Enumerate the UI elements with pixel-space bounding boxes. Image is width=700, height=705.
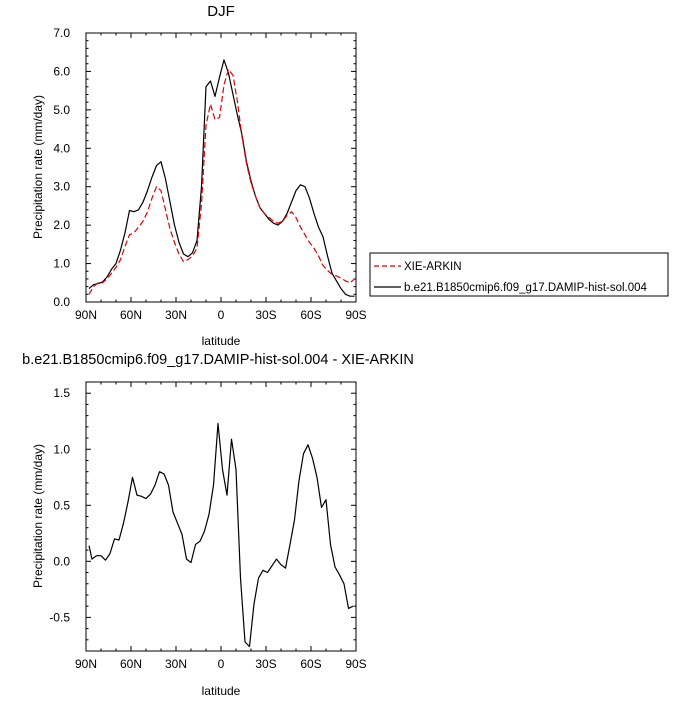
x-tick-label: 30S xyxy=(255,657,276,671)
x-tick-label: 0 xyxy=(218,657,225,671)
x-tick-label: 90S xyxy=(345,657,366,671)
x-tick-label: 0 xyxy=(218,308,225,322)
y-tick-label: 1.0 xyxy=(53,442,70,456)
legend: XIE-ARKIN b.e21.B1850cmip6.f09_g17.DAMIP… xyxy=(369,252,669,297)
y-tick-label: 5.0 xyxy=(53,103,70,117)
y-tick-label: 3.0 xyxy=(53,180,70,194)
y-tick-label: 0.5 xyxy=(53,498,70,512)
chart-title-bottom: b.e21.B1850cmip6.f09_g17.DAMIP-hist-sol.… xyxy=(22,352,414,368)
x-tick-label: 60S xyxy=(300,308,321,322)
x-tick-label: 90S xyxy=(345,308,366,322)
y-tick-label: 1.5 xyxy=(53,386,70,400)
panel-top: DJF 90N 60N 30N 0 30S 60S 90S 0.0 1.0 2.0 3.0 4.0 5.… xyxy=(31,3,367,348)
axis-ticks-top: 90N 60N 30N 0 30S 60S 90S 0.0 1.0 2.0 3.0 4.0 5.0 6.0… xyxy=(53,26,366,322)
x-axis-label-bottom: latitude xyxy=(202,684,241,698)
plot-frame-top xyxy=(85,32,357,303)
chart-title-top: DJF xyxy=(207,3,235,20)
series-line-bottom-difference xyxy=(88,422,354,648)
y-tick-label: 0.0 xyxy=(53,295,70,309)
x-tick-label: 30N xyxy=(165,657,187,671)
legend-label-model: b.e21.B1850cmip6.f09_g17.DAMIP-hist-sol.… xyxy=(404,282,648,294)
series-line-top-model xyxy=(88,59,355,297)
x-tick-label: 90N xyxy=(75,308,97,322)
x-tick-label: 30N xyxy=(165,308,187,322)
y-axis-label-top: Precipitation rate (mm/day) xyxy=(31,95,45,239)
series-group-top xyxy=(88,59,355,297)
x-axis-label-top: latitude xyxy=(202,334,241,348)
panel-bottom: b.e21.B1850cmip6.f09_g17.DAMIP-hist-sol.… xyxy=(22,352,414,698)
y-tick-label: 0.0 xyxy=(53,554,70,568)
legend-label-xie-arkin: XIE-ARKIN xyxy=(404,261,462,273)
axis-ticks-bottom: 90N 60N 30N 0 30S 60S 90S -0.5 0.0 0.5 1.0 1.5 xyxy=(49,381,367,671)
y-tick-label: 7.0 xyxy=(53,26,70,40)
y-tick-label: 6.0 xyxy=(53,64,70,78)
x-tick-label: 30S xyxy=(255,308,276,322)
series-group-bottom xyxy=(88,422,354,648)
y-tick-label: -0.5 xyxy=(49,610,70,624)
y-tick-label: 1.0 xyxy=(53,257,70,271)
y-tick-label: 4.0 xyxy=(53,141,70,155)
plot-frame-bottom xyxy=(85,381,357,652)
y-axis-label-bottom: Precipitation rate (mm/day) xyxy=(31,444,45,588)
x-tick-label: 60N xyxy=(120,308,142,322)
y-tick-label: 2.0 xyxy=(53,218,70,232)
x-tick-label: 60S xyxy=(300,657,321,671)
x-tick-label: 90N xyxy=(75,657,97,671)
series-line-top-xie-arkin xyxy=(88,68,355,295)
x-tick-label: 60N xyxy=(120,657,142,671)
legend-box xyxy=(369,252,669,297)
